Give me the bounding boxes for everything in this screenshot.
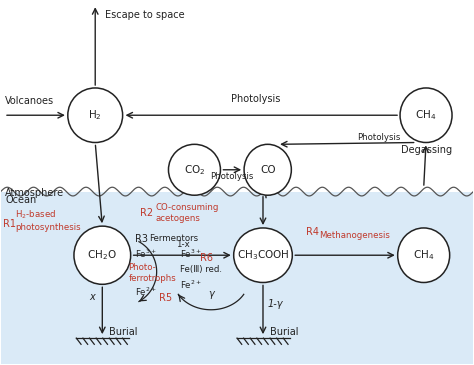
Text: Ocean: Ocean [5, 195, 36, 205]
Text: H$_2$-based
photosynthesis: H$_2$-based photosynthesis [15, 209, 81, 233]
Text: x: x [90, 292, 95, 302]
Text: 1-γ: 1-γ [268, 299, 283, 309]
Text: CH$_4$: CH$_4$ [413, 248, 434, 262]
Text: Escape to space: Escape to space [105, 10, 184, 20]
Text: R6: R6 [200, 253, 213, 263]
Text: H$_2$: H$_2$ [88, 108, 102, 122]
Text: Fe(Ⅲ) red.: Fe(Ⅲ) red. [180, 265, 222, 274]
Text: Burial: Burial [109, 327, 138, 337]
Text: Photolysis: Photolysis [210, 172, 253, 181]
Text: Atmosphere: Atmosphere [5, 188, 64, 198]
Text: 1-x: 1-x [176, 240, 190, 249]
Text: Volcanoes: Volcanoes [5, 96, 55, 106]
Ellipse shape [398, 228, 450, 283]
Bar [0, 192, 474, 364]
Text: Fe$^{2+}$: Fe$^{2+}$ [136, 285, 157, 298]
Text: CH$_3$COOH: CH$_3$COOH [237, 248, 289, 262]
Text: R3: R3 [136, 234, 148, 244]
Text: γ: γ [209, 289, 214, 300]
Text: CH$_2$O: CH$_2$O [88, 248, 117, 262]
Ellipse shape [68, 88, 123, 142]
Text: Fermentors: Fermentors [150, 234, 199, 243]
Text: R2: R2 [140, 208, 153, 218]
Text: Methanogenesis: Methanogenesis [319, 231, 390, 240]
Text: CO: CO [260, 165, 275, 175]
Text: Photo-: Photo- [128, 264, 156, 272]
Text: R4: R4 [306, 227, 319, 237]
Text: Degassing: Degassing [401, 145, 452, 155]
Ellipse shape [74, 226, 131, 284]
Text: CH$_4$: CH$_4$ [415, 108, 437, 122]
Text: Photolysis: Photolysis [231, 94, 281, 104]
Ellipse shape [244, 144, 292, 195]
Text: ferrotrophs: ferrotrophs [128, 274, 176, 283]
Text: R1: R1 [3, 219, 16, 229]
Text: Burial: Burial [270, 327, 299, 337]
Text: Fe$^{3+}$: Fe$^{3+}$ [180, 247, 202, 260]
Text: Photolysis: Photolysis [357, 132, 401, 142]
Text: CO-consuming
acetogens: CO-consuming acetogens [156, 203, 219, 223]
Ellipse shape [234, 228, 292, 283]
Ellipse shape [400, 88, 452, 142]
Text: CO$_2$: CO$_2$ [184, 163, 205, 177]
Text: Fe$^{3+}$: Fe$^{3+}$ [136, 247, 157, 260]
Ellipse shape [168, 144, 220, 195]
Text: R5: R5 [159, 293, 172, 303]
Text: Fe$^{2+}$: Fe$^{2+}$ [180, 278, 202, 291]
